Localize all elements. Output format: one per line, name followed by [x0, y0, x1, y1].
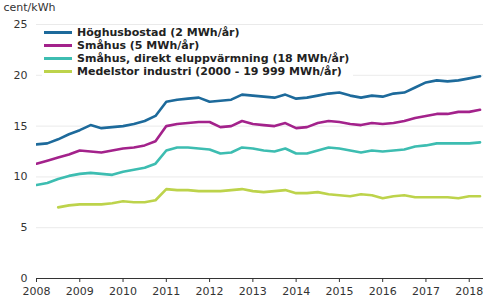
svg-text:2016: 2016 — [369, 285, 397, 298]
svg-text:5: 5 — [21, 221, 28, 234]
html-text:Småhus (5 MWh/år): Småhus (5 MWh/år) — [77, 39, 200, 52]
svg-text:2017: 2017 — [412, 285, 440, 298]
svg-text:2008: 2008 — [23, 285, 51, 298]
svg-text:2011: 2011 — [152, 285, 180, 298]
svg-text:2012: 2012 — [196, 285, 224, 298]
html-text:Medelstor industri (2000 - 19: Medelstor industri (2000 - 19 999 MWh/år… — [77, 65, 342, 78]
svg-text:2015: 2015 — [325, 285, 353, 298]
svg-text:2014: 2014 — [282, 285, 310, 298]
svg-text:2013: 2013 — [239, 285, 267, 298]
svg-text:2010: 2010 — [109, 285, 137, 298]
svg-text:cent/kWh: cent/kWh — [4, 1, 56, 14]
svg-text:0: 0 — [21, 272, 28, 285]
svg-text:20: 20 — [14, 69, 28, 82]
svg-text:2009: 2009 — [66, 285, 94, 298]
html-text:Småhus, direkt eluppvärmning (: Småhus, direkt eluppvärmning (18 MWh/år) — [77, 52, 350, 65]
svg-text:2018: 2018 — [455, 285, 483, 298]
svg-text:10: 10 — [14, 170, 28, 183]
svg-text:25: 25 — [14, 18, 28, 31]
html-text:Höghusbostad (2 MWh/år): Höghusbostad (2 MWh/år) — [77, 26, 240, 39]
svg-text:15: 15 — [14, 120, 28, 133]
